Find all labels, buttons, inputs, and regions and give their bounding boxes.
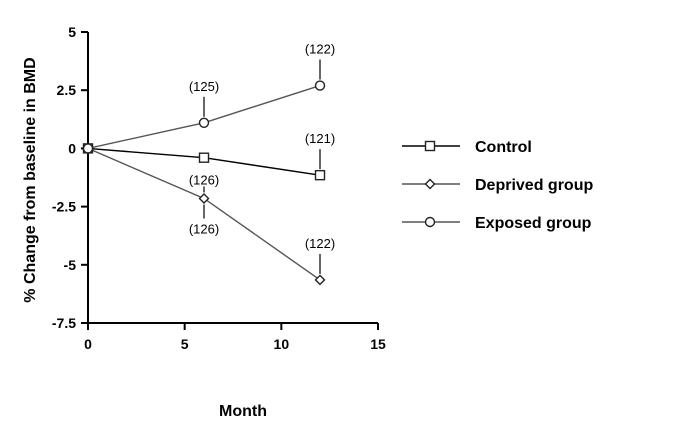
legend-label: Exposed group <box>475 215 592 232</box>
y-axis-ticks: 5 2.5 0 -2.5 -5 -7.5 <box>52 24 88 331</box>
n-label: (122) <box>305 42 335 57</box>
n-label: (125) <box>189 79 219 94</box>
data-point-square <box>314 169 326 181</box>
series-line-circle <box>87 84 321 150</box>
y-tick-label: -5 <box>64 257 77 273</box>
legend-label: Control <box>475 139 532 156</box>
series-layer <box>82 80 326 286</box>
n-label: (126) <box>189 173 219 188</box>
legend-marker-circle <box>424 216 436 228</box>
x-tick-label: 15 <box>370 336 386 352</box>
y-tick-label: -7.5 <box>52 315 76 331</box>
x-axis-title: Month <box>219 403 267 420</box>
legend-label: Deprived group <box>475 177 593 194</box>
data-point-circle <box>314 80 326 91</box>
x-tick-label: 0 <box>84 336 92 352</box>
legend-marker-square <box>424 140 436 152</box>
legend-marker-diamond <box>424 178 436 190</box>
y-tick-label: 5 <box>68 24 76 40</box>
y-axis-title: % Change from baseline in BMD <box>22 57 39 302</box>
x-axis-ticks: 0 5 10 15 <box>84 323 386 352</box>
n-label: (122) <box>305 236 335 251</box>
data-point-diamond <box>314 274 326 286</box>
data-point-diamond <box>198 192 210 204</box>
n-label: (121) <box>305 131 335 146</box>
y-tick-label: -2.5 <box>52 199 76 215</box>
data-point-square <box>198 152 210 163</box>
y-tick-label: 0 <box>68 140 76 156</box>
y-tick-label: 2.5 <box>57 82 77 98</box>
x-tick-label: 10 <box>274 336 290 352</box>
data-point-circle <box>82 143 94 154</box>
n-label: (126) <box>189 221 219 236</box>
data-point-circle <box>198 117 210 128</box>
legend: Control Deprived group Exposed group <box>402 139 593 232</box>
annotation-layer: (121) (126) (122) (125) (122) (126) <box>189 42 335 274</box>
x-tick-label: 5 <box>181 336 189 352</box>
plot-area: 52.50-2.5-5-7.5 0 5 10 15 (121)(126)(122)(1… <box>52 24 386 352</box>
